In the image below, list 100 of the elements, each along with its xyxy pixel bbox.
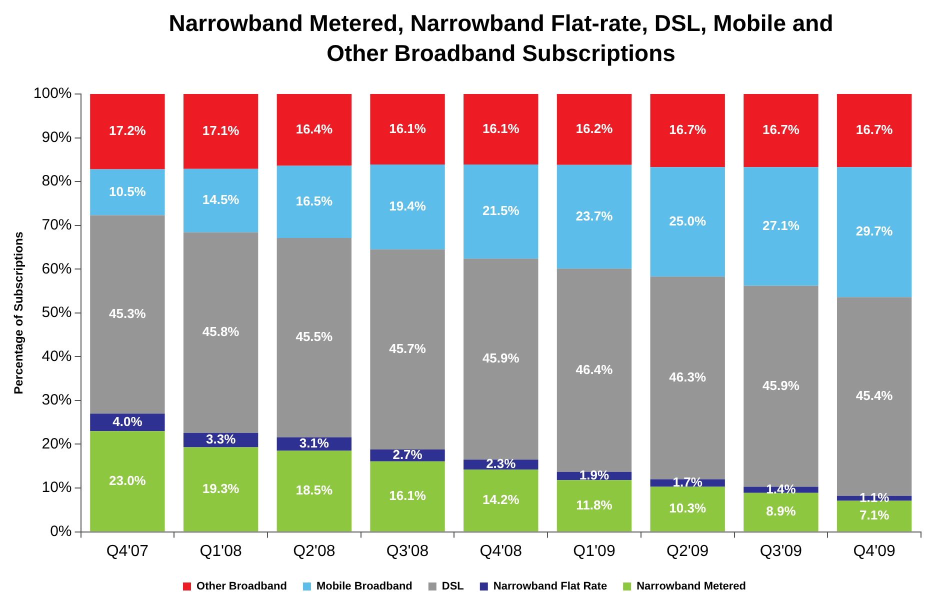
data-label: 10.3% xyxy=(669,500,706,516)
data-label: 25.0% xyxy=(669,213,706,228)
data-label: 16.4% xyxy=(296,121,334,136)
y-tick-label: 100% xyxy=(33,85,72,102)
bar xyxy=(650,167,725,277)
data-label: 14.5% xyxy=(202,192,240,208)
bar xyxy=(556,480,632,532)
x-tick-label: Q2'09 xyxy=(666,542,709,560)
data-label: 4.0% xyxy=(112,414,143,429)
bar xyxy=(183,168,258,232)
legend-label: DSL xyxy=(442,580,464,593)
y-tick-label: 30% xyxy=(42,392,72,409)
bar xyxy=(556,94,632,165)
data-label: 16.7% xyxy=(762,122,800,138)
bar xyxy=(90,215,165,414)
x-tick-label: Q1'09 xyxy=(573,542,616,560)
legend-label: Narrowband Flat Rate xyxy=(493,580,608,593)
bar xyxy=(90,169,165,216)
bar xyxy=(836,500,912,532)
bar xyxy=(276,238,352,438)
legend-label: Narrowband Metered xyxy=(636,580,746,593)
bar xyxy=(276,166,352,238)
y-tick-label: 70% xyxy=(42,216,72,234)
bar xyxy=(464,164,538,259)
bar xyxy=(464,94,538,164)
bar xyxy=(370,461,445,532)
x-tick-label: Q4'07 xyxy=(106,542,149,560)
bar xyxy=(650,94,725,168)
data-label: 45.5% xyxy=(296,329,334,344)
data-label: 46.3% xyxy=(669,369,706,384)
y-tick-label: 20% xyxy=(42,435,72,452)
data-label: 3.3% xyxy=(206,432,236,447)
y-tick-label: 40% xyxy=(42,348,72,365)
data-label: 10.5% xyxy=(109,184,146,199)
legend-label: Mobile Broadband xyxy=(316,580,412,593)
y-tick-label: 0% xyxy=(50,522,72,540)
x-tick-label: Q3'08 xyxy=(386,542,429,560)
bar xyxy=(650,486,725,532)
bar xyxy=(183,447,258,532)
data-label: 14.2% xyxy=(482,492,520,508)
y-tick-label: 90% xyxy=(42,128,72,146)
data-label: 45.4% xyxy=(856,388,894,404)
data-label: 11.8% xyxy=(576,497,613,512)
data-label: 16.7% xyxy=(669,122,706,138)
bar xyxy=(370,94,445,164)
bar xyxy=(650,276,725,480)
data-label: 19.4% xyxy=(389,198,426,214)
y-tick-label: 10% xyxy=(42,479,72,496)
legend-label: Other Broadband xyxy=(196,580,287,593)
y-tick-label: 50% xyxy=(42,304,72,322)
y-axis-title: Percentage of Subscriptions xyxy=(12,231,26,394)
data-label: 45.9% xyxy=(482,350,520,366)
data-label: 16.2% xyxy=(576,121,614,136)
y-tick-label: 80% xyxy=(42,172,72,190)
x-tick-label: Q4'09 xyxy=(853,542,896,560)
x-tick-label: Q4'08 xyxy=(480,542,522,560)
bar xyxy=(370,164,445,250)
data-label: 1.4% xyxy=(766,481,796,496)
data-label: 17.2% xyxy=(109,123,146,138)
bar xyxy=(276,94,352,166)
bar xyxy=(744,492,818,532)
x-tick-label: Q1'08 xyxy=(200,542,242,560)
data-label: 29.7% xyxy=(856,224,894,239)
x-tick-label: Q2'08 xyxy=(293,542,336,560)
data-label: 16.5% xyxy=(296,193,334,208)
bar xyxy=(836,167,912,298)
bar xyxy=(276,450,352,532)
data-label: 45.9% xyxy=(762,378,800,393)
chart-title: Narrowband Metered, Narrowband Flat-rate, DSL, Mobile and Other Broadband Subscriptions xyxy=(168,9,834,68)
bar xyxy=(90,94,165,170)
bar xyxy=(836,94,912,168)
data-label: 18.5% xyxy=(296,482,334,498)
data-label: 16.1% xyxy=(389,120,426,136)
data-label: 3.1% xyxy=(299,436,330,451)
bar xyxy=(183,232,258,433)
data-label: 23.0% xyxy=(109,472,146,488)
bar xyxy=(556,268,632,472)
data-label: 21.5% xyxy=(482,203,520,218)
data-label: 19.3% xyxy=(202,480,240,496)
data-label: 2.3% xyxy=(486,456,516,472)
data-label: 16.7% xyxy=(856,122,894,138)
data-label: 45.7% xyxy=(389,341,426,356)
bar xyxy=(744,94,818,168)
data-label: 23.7% xyxy=(576,208,614,224)
data-label: 27.1% xyxy=(762,218,800,234)
data-label: 8.9% xyxy=(766,504,796,519)
data-label: 16.1% xyxy=(389,488,426,503)
data-label: 16.1% xyxy=(482,120,520,136)
data-label: 17.1% xyxy=(202,123,240,138)
bar xyxy=(556,164,632,269)
bar xyxy=(370,249,445,450)
bar xyxy=(464,470,538,532)
bar xyxy=(90,431,165,532)
data-label: 2.7% xyxy=(392,446,423,462)
data-label: 46.4% xyxy=(576,362,614,377)
data-label: 45.3% xyxy=(109,306,146,322)
data-label: 45.8% xyxy=(202,324,240,340)
data-label: 7.1% xyxy=(860,508,890,523)
bar xyxy=(464,258,538,460)
data-label: 1.9% xyxy=(579,468,610,483)
